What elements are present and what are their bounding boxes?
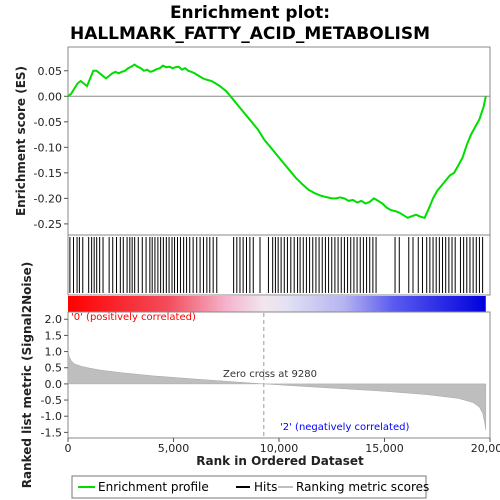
x-axis-title: Rank in Ordered Dataset (196, 454, 364, 468)
x-tick-label: 5,000 (158, 442, 190, 455)
legend-metric-label: Ranking metric scores (296, 480, 429, 494)
hits-panel (67, 234, 491, 296)
es-ytick-label: 0.05 (38, 65, 63, 78)
ranking-color-bar (68, 296, 486, 312)
plot-title-line2: HALLMARK_FATTY_ACID_METABOLISM (70, 24, 430, 44)
x-tick-label: 10,000 (260, 442, 299, 455)
metric-ylabel: Ranked list metric (Signal2Noise) (20, 262, 34, 489)
es-panel: 0.05 0.00 -0.05 -0.10 -0.15 -0.20 -0.25 Enrich… (14, 46, 491, 236)
plot-title-line1: Enrichment plot: (170, 3, 330, 23)
metric-ytick-label: 2.0 (45, 313, 63, 326)
es-ytick-label: -0.25 (34, 218, 62, 231)
x-tick-label: 15,000 (365, 442, 404, 455)
metric-panel: 2.0 1.5 1.0 0.5 0.0 -0.5 -1.0 -1.5 Zero cross a… (20, 262, 491, 489)
legend-hits-label: Hits (254, 480, 277, 494)
es-ytick-label: 0.00 (38, 90, 63, 103)
metric-ytick-label: 1.0 (45, 346, 63, 359)
es-ytick-label: -0.15 (34, 167, 62, 180)
enrichment-profile-line (67, 63, 487, 219)
es-ytick-label: -0.10 (34, 141, 62, 154)
es-ylabel: Enrichment score (ES) (14, 66, 28, 216)
legend: Enrichment profile Hits Ranking metric s… (71, 475, 429, 499)
es-panel-frame (67, 46, 491, 236)
metric-ytick-label: -1.5 (41, 426, 62, 439)
x-tick-label: 0 (65, 442, 72, 455)
color-bar-gradient (68, 296, 486, 312)
zero-cross-label: Zero cross at 9280 (223, 369, 317, 380)
metric-ytick-label: 0.0 (45, 378, 63, 391)
x-axis: 0 5,000 10,000 15,000 20,000 (65, 438, 500, 455)
x-tick-label: 20,000 (471, 442, 500, 455)
positive-correlation-label: '0' (positively correlated) (71, 312, 196, 323)
metric-ytick-label: 0.5 (45, 362, 63, 375)
es-ytick-label: -0.20 (34, 192, 62, 205)
legend-profile-label: Enrichment profile (98, 480, 209, 494)
metric-ytick-label: 1.5 (45, 329, 63, 342)
metric-ytick-label: -1.0 (41, 410, 62, 423)
negative-correlation-label: '2' (negatively correlated) (280, 422, 409, 433)
es-ytick-label: -0.05 (34, 116, 62, 129)
metric-ytick-label: -0.5 (41, 394, 62, 407)
